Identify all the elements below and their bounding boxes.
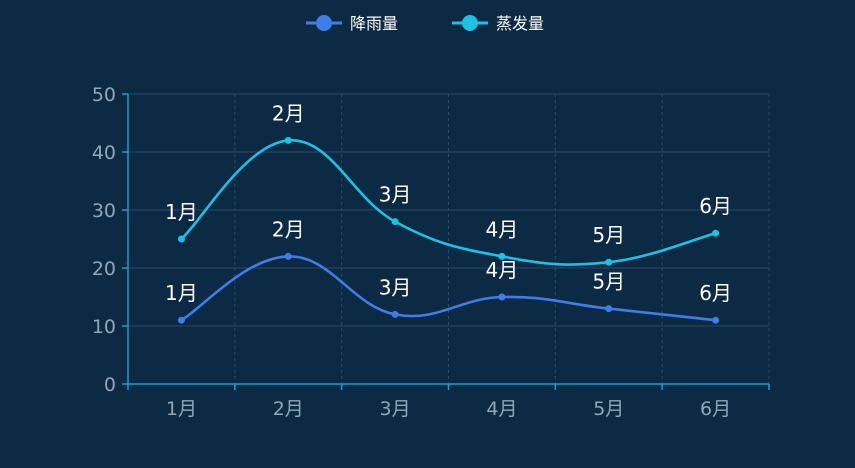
legend-dot-icon bbox=[462, 15, 478, 31]
legend-item-1[interactable]: 降雨量 bbox=[306, 14, 398, 33]
axes: 0 10 20 30 40 50 1月 2月 3月 4月 5月 6月 bbox=[92, 84, 770, 420]
legend-dot-icon bbox=[316, 15, 332, 31]
y-tick-label: 20 bbox=[92, 258, 116, 280]
data-label: 6月 bbox=[699, 281, 732, 305]
series-layer bbox=[177, 136, 720, 324]
data-label: 1月 bbox=[165, 200, 198, 224]
data-point[interactable] bbox=[498, 293, 506, 301]
data-point[interactable] bbox=[284, 252, 292, 260]
data-point[interactable] bbox=[177, 316, 185, 324]
data-label: 3月 bbox=[379, 183, 412, 207]
data-label: 4月 bbox=[486, 258, 519, 282]
data-point[interactable] bbox=[605, 305, 613, 313]
x-tick-label: 2月 bbox=[273, 398, 304, 420]
grid bbox=[128, 93, 770, 384]
data-label: 6月 bbox=[699, 194, 732, 218]
data-label: 4月 bbox=[486, 217, 519, 241]
data-point[interactable] bbox=[391, 218, 399, 226]
data-label: 2月 bbox=[272, 101, 305, 125]
y-tick-label: 0 bbox=[104, 374, 116, 396]
y-tick-label: 10 bbox=[92, 316, 116, 338]
y-tick-label: 30 bbox=[92, 200, 116, 222]
data-point[interactable] bbox=[177, 235, 185, 243]
data-labels: 1月 2月 3月 4月 5月 6月 1月 2月 3月 4月 5月 6月 bbox=[165, 101, 732, 305]
series-1 bbox=[177, 252, 720, 324]
data-label: 5月 bbox=[592, 223, 625, 247]
y-tick-label: 50 bbox=[92, 84, 116, 106]
x-tick-label: 1月 bbox=[166, 398, 197, 420]
data-point[interactable] bbox=[391, 310, 399, 318]
legend[interactable]: 降雨量 蒸发量 bbox=[306, 14, 544, 33]
data-point[interactable] bbox=[284, 136, 292, 144]
x-tick-label: 3月 bbox=[380, 398, 411, 420]
data-point[interactable] bbox=[498, 252, 506, 260]
y-tick-label: 40 bbox=[92, 142, 116, 164]
legend-item-2[interactable]: 蒸发量 bbox=[452, 14, 544, 33]
data-label: 3月 bbox=[379, 275, 412, 299]
legend-label: 蒸发量 bbox=[496, 14, 544, 33]
series-line bbox=[180, 255, 716, 322]
data-label: 5月 bbox=[592, 270, 625, 294]
x-tick-label: 4月 bbox=[486, 398, 517, 420]
data-label: 2月 bbox=[272, 217, 305, 241]
series-2 bbox=[177, 136, 720, 266]
legend-label: 降雨量 bbox=[350, 14, 398, 33]
data-point[interactable] bbox=[712, 229, 720, 237]
x-tick-label: 6月 bbox=[700, 398, 731, 420]
series-line bbox=[180, 139, 716, 266]
data-label: 1月 bbox=[165, 281, 198, 305]
data-point[interactable] bbox=[712, 316, 720, 324]
data-point[interactable] bbox=[605, 258, 613, 266]
x-tick-label: 5月 bbox=[593, 398, 624, 420]
